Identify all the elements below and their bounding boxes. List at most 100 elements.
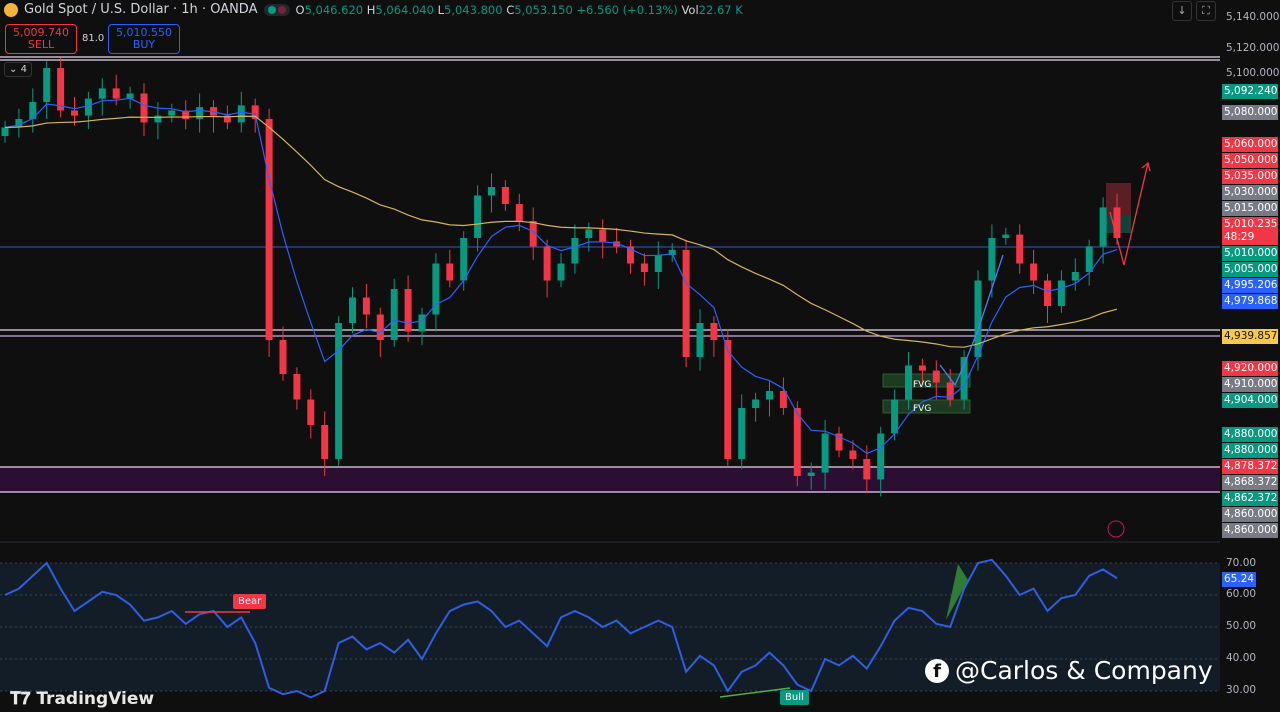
- candle-body: [1, 127, 9, 136]
- price-label-text: 4,878.372: [1224, 460, 1278, 472]
- price-label: 4,880.000: [1222, 427, 1278, 442]
- candle-body: [571, 238, 579, 264]
- arrow-down-icon[interactable]: ↓: [1172, 1, 1192, 21]
- price-label-text: 5,010.000: [1224, 247, 1278, 259]
- projection-path: [939, 254, 1004, 387]
- price-label: 4,910.000: [1222, 377, 1278, 392]
- symbol-title[interactable]: Gold Spot / U.S. Dollar · 1h · OANDA: [24, 2, 258, 17]
- ema-slow-line: [4, 115, 1118, 348]
- price-label: 5,035.000: [1222, 169, 1278, 184]
- rsi-current-value: 65.24: [1222, 572, 1256, 587]
- fvg-label: FVG: [913, 380, 932, 390]
- price-label: 5,080.000: [1222, 105, 1278, 120]
- price-label-text: 5,015.000: [1224, 202, 1278, 214]
- ohlc-readout: O5,046.620 H5,064.040 L5,043.800 C5,053.…: [295, 2, 743, 17]
- rsi-line: [4, 558, 1118, 699]
- price-label-text: 4,979.868: [1224, 295, 1278, 307]
- buy-button[interactable]: 5,010.550 BUY: [108, 24, 180, 54]
- fvg-label: FVG: [913, 404, 932, 414]
- bull-divergence-line: [719, 687, 791, 698]
- candle-body: [599, 229, 607, 242]
- indicators-collapse-button[interactable]: ⌄ 4: [4, 62, 32, 77]
- candle-body: [891, 399, 899, 434]
- tradingview-watermark: 𝐓𝟕 TradingView: [10, 689, 155, 709]
- price-label-text: 4,868.372: [1224, 476, 1278, 488]
- candle-body: [15, 119, 23, 128]
- price-label-text: 5,010.235: [1224, 218, 1278, 230]
- projection-arrow: [1109, 162, 1149, 266]
- candle-body: [1044, 280, 1051, 306]
- candle-body: [1002, 234, 1010, 238]
- candle-body: [279, 340, 287, 374]
- candle-body: [71, 110, 78, 116]
- candle-body: [515, 204, 523, 221]
- price-label-text: 4,860.000: [1224, 508, 1278, 520]
- candle-body: [529, 221, 537, 247]
- candle-body: [112, 88, 120, 99]
- price-label: 4,904.000: [1222, 393, 1278, 408]
- candle-body: [43, 68, 51, 102]
- arrow-head-icon: [1141, 161, 1151, 172]
- price-label-text: 4,860.000: [1224, 524, 1278, 536]
- candle-body: [640, 263, 648, 272]
- candle-body: [793, 408, 801, 476]
- candle-body: [627, 246, 634, 264]
- candle-body: [362, 297, 370, 315]
- price-label: 5,015.000: [1222, 201, 1278, 216]
- price-label-text: 5,050.000: [1224, 154, 1278, 166]
- candle-body: [557, 263, 565, 281]
- price-label-text: 4,995.206: [1224, 279, 1278, 291]
- market-open-icon: [267, 5, 276, 14]
- candle-body: [1030, 263, 1038, 281]
- candle-body: [390, 289, 398, 340]
- candle-body: [182, 110, 190, 119]
- candle-body: [946, 382, 954, 400]
- candle-body: [766, 391, 773, 400]
- candle-body: [98, 88, 106, 99]
- candle-body: [446, 263, 454, 281]
- market-status[interactable]: [263, 3, 290, 16]
- candle-body: [196, 107, 204, 119]
- candle-body: [293, 374, 301, 400]
- price-label-text: 4,920.000: [1224, 362, 1278, 374]
- sell-button[interactable]: 5,009.740 SELL: [5, 24, 77, 54]
- candle-body: [807, 472, 815, 476]
- price-label: 5,092.240: [1222, 84, 1278, 99]
- candle-body: [376, 314, 384, 340]
- price-label: 5,010.235 48:29: [1222, 217, 1278, 245]
- fullscreen-icon[interactable]: ⛶: [1196, 1, 1216, 21]
- price-label: 4,995.206: [1222, 278, 1278, 293]
- price-label-text: 4,939.857: [1224, 330, 1278, 342]
- price-label: 4,920.000: [1222, 361, 1278, 376]
- candle-body: [474, 195, 482, 238]
- candle-body: [1113, 207, 1121, 238]
- price-tick: 5,120.000: [1226, 42, 1280, 54]
- candle-body: [974, 280, 982, 357]
- bar-countdown: 48:29: [1224, 231, 1255, 243]
- candle-body: [960, 357, 968, 400]
- rsi-tick: 30.00: [1226, 684, 1257, 696]
- price-label: 4,868.372: [1222, 475, 1278, 490]
- candle-body: [432, 263, 440, 315]
- price-label-text: 4,880.000: [1224, 428, 1278, 440]
- menu-icon: [277, 5, 286, 14]
- price-label: 5,060.000: [1222, 137, 1278, 152]
- candle-body: [932, 370, 940, 383]
- candle-body: [84, 98, 92, 116]
- price-label: 5,005.000: [1222, 262, 1278, 277]
- candle-body: [1099, 207, 1107, 247]
- candle-body: [738, 408, 746, 459]
- rsi-tick: 60.00: [1226, 588, 1257, 600]
- price-label: 4,862.372: [1222, 491, 1278, 506]
- facebook-icon: f: [925, 658, 949, 683]
- spread: 81.0: [82, 33, 105, 44]
- candle-body: [1016, 234, 1024, 264]
- candle-body: [418, 314, 426, 332]
- candle-body: [29, 102, 37, 119]
- candle-body: [335, 323, 343, 459]
- candle-body: [404, 289, 412, 332]
- candle-body: [988, 238, 996, 281]
- candle-body: [1057, 280, 1065, 306]
- price-label-text: 4,862.372: [1224, 492, 1278, 504]
